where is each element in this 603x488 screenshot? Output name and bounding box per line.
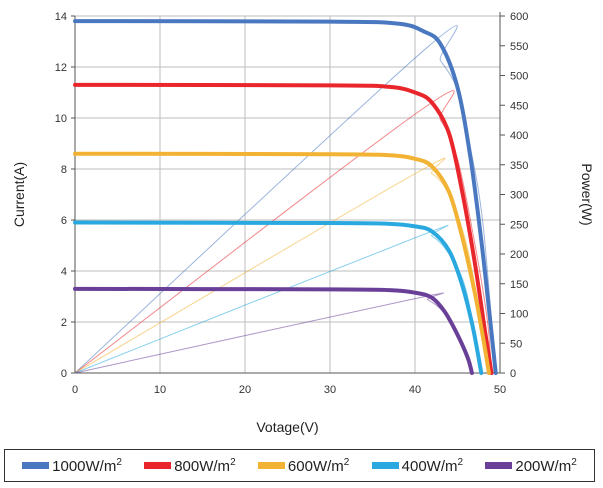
- y2-tick-label-600: 600: [510, 11, 528, 23]
- legend-sup-800: 2: [230, 456, 236, 468]
- y-tick-label-8: 8: [61, 164, 67, 176]
- legend-label-800: 800W/m: [174, 457, 231, 475]
- legend-label-400: 400W/m: [401, 457, 458, 475]
- legend: 1000W/m2 800W/m2 600W/m2 400W/m2 200W/m2: [4, 449, 595, 482]
- y2-tick-label-50: 50: [510, 338, 522, 350]
- y-tick-label-4: 4: [61, 266, 67, 278]
- y2-tick-label-550: 550: [510, 41, 528, 53]
- power-curve-3: [74, 224, 482, 374]
- y-tick-label-12: 12: [55, 62, 67, 74]
- legend-swatch-600: [257, 462, 285, 469]
- legend-item-200: 200W/m2: [485, 456, 577, 475]
- x-tick-label-40: 40: [409, 384, 421, 396]
- x-axis-title: Votage(V): [256, 419, 318, 435]
- legend-item-800: 800W/m2: [144, 456, 236, 475]
- legend-label-200: 200W/m: [515, 457, 572, 475]
- y2-tick-label-0: 0: [510, 368, 516, 380]
- legend-item-600: 600W/m2: [257, 456, 350, 475]
- legend-label-600: 600W/m: [287, 457, 344, 475]
- x-tick-label-50: 50: [494, 384, 506, 396]
- x-tick-label-20: 20: [239, 384, 251, 396]
- legend-swatch-400: [371, 462, 399, 469]
- current-curve-4: [73, 286, 474, 375]
- y2-tick-label-100: 100: [510, 309, 528, 321]
- legend-sup-400: 2: [457, 456, 464, 468]
- y2-tick-label-350: 350: [510, 160, 528, 172]
- x-tick-label-0: 0: [72, 384, 78, 396]
- current-curve-3: [73, 220, 484, 375]
- current-curve-1: [73, 82, 494, 375]
- x-tick-label-10: 10: [154, 384, 166, 396]
- iv-pv-chart: 0 10 20 30 40 5002468101214050100150200250300…: [11, 11, 595, 435]
- y-axis-title: Current(A): [11, 162, 27, 227]
- y2-tick-label-450: 450: [510, 100, 528, 112]
- y2-tick-label-500: 500: [510, 71, 528, 83]
- legend-item-1000: 1000W/m2: [22, 457, 122, 475]
- legend-label-1000: 1000W/m: [52, 457, 117, 475]
- y2-tick-label-300: 300: [510, 190, 528, 202]
- y2-tick-label-400: 400: [510, 130, 528, 142]
- power-curve-2: [74, 157, 490, 374]
- y-tick-label-6: 6: [61, 215, 67, 227]
- current-curve-0: [73, 19, 498, 375]
- power-curve-0: [74, 25, 497, 374]
- power-curve-4: [74, 292, 473, 374]
- y-tick-label-14: 14: [55, 11, 67, 23]
- y-tick-label-10: 10: [55, 113, 67, 125]
- legend-sup-600: 2: [343, 456, 350, 468]
- y-tick-label-2: 2: [61, 317, 67, 329]
- y2-tick-label-150: 150: [510, 279, 528, 291]
- legend-sup-1000: 2: [116, 456, 122, 468]
- legend-swatch-1000: [22, 462, 50, 469]
- legend-sup-200: 2: [571, 456, 577, 468]
- x-tick-label-30: 30: [324, 384, 336, 396]
- y2-axis-title: Power(W): [579, 163, 595, 225]
- y-tick-label-0: 0: [61, 368, 67, 380]
- legend-swatch-200: [485, 462, 513, 469]
- current-curve-2: [73, 151, 491, 375]
- y2-tick-label-250: 250: [510, 219, 528, 231]
- y2-tick-label-200: 200: [510, 249, 528, 261]
- legend-item-400: 400W/m2: [371, 456, 464, 475]
- legend-swatch-800: [144, 462, 172, 469]
